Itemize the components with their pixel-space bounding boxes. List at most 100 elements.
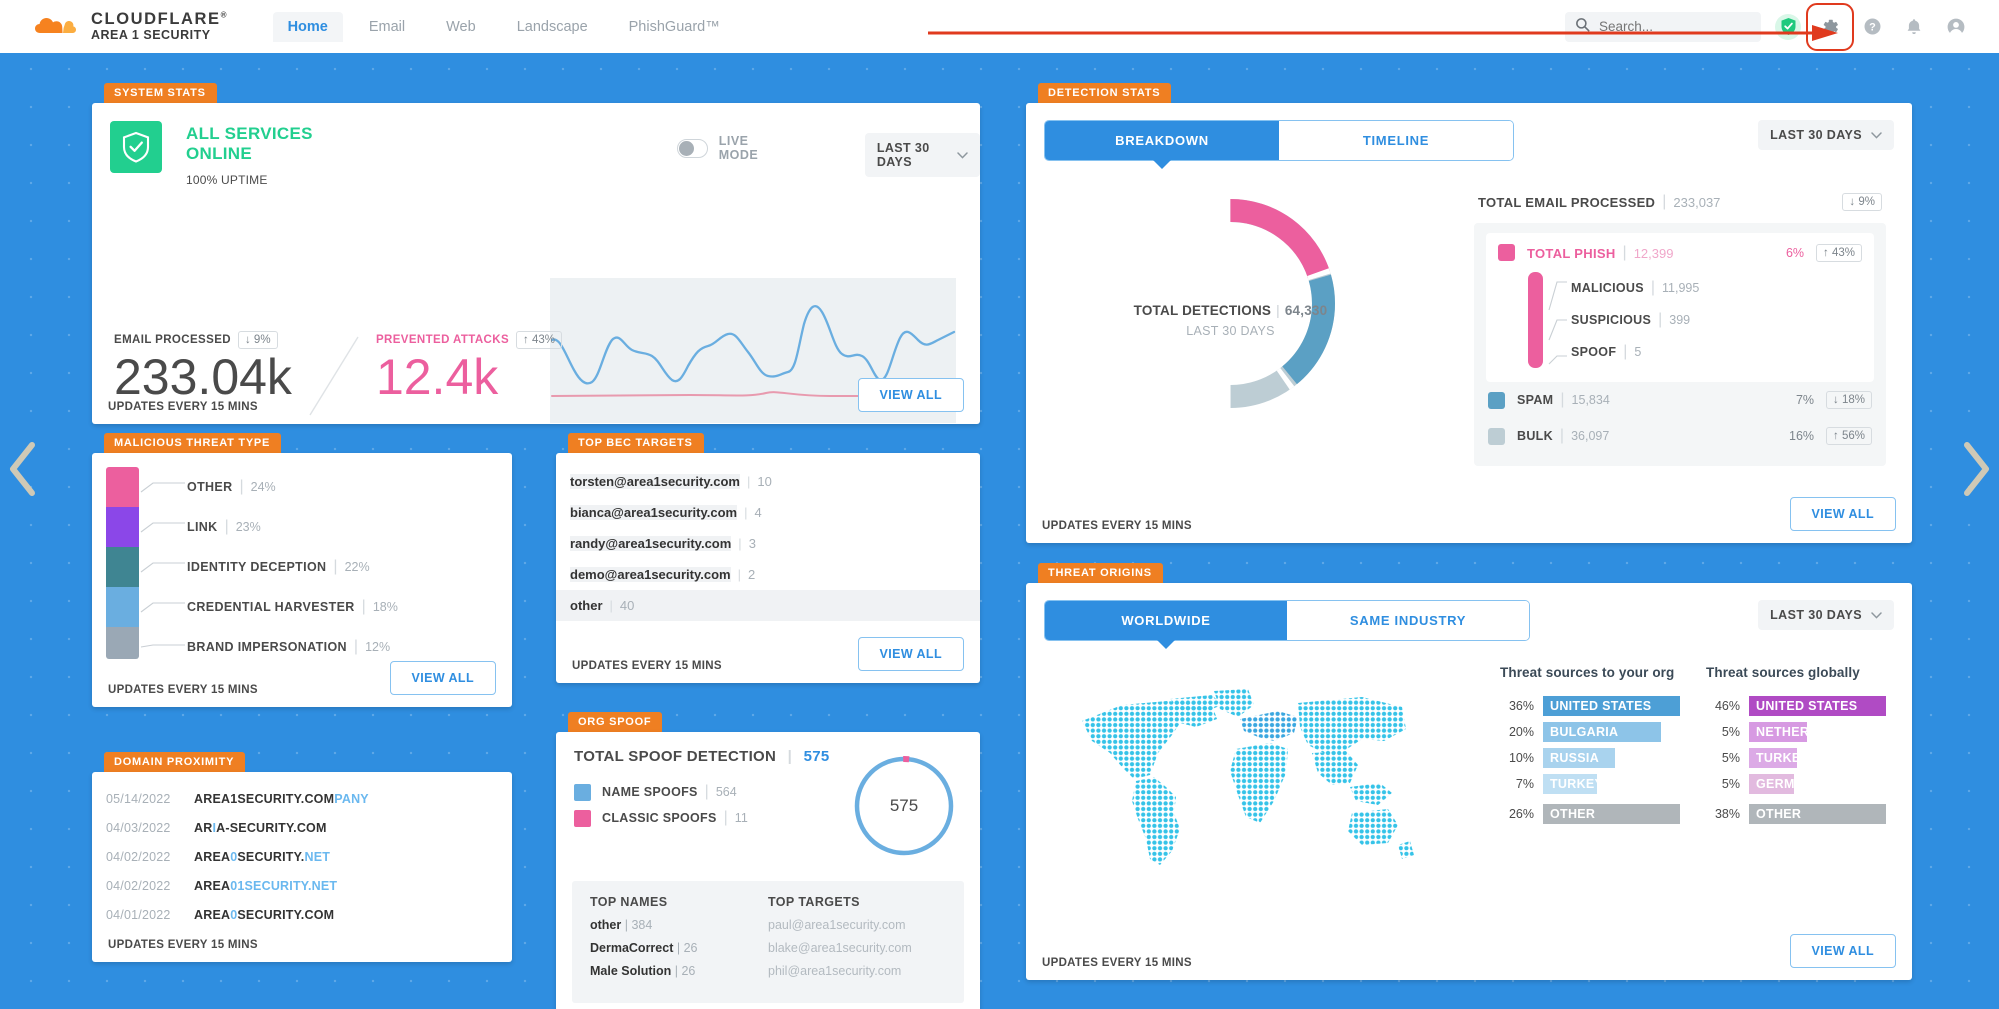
prevented-attacks-header: PREVENTED ATTACKS ↑ 43%: [376, 331, 562, 349]
domain-highlight: 0: [230, 907, 238, 922]
leader-line: [139, 555, 187, 580]
threat-type-label-other: OTHER: [187, 480, 233, 494]
bec-row[interactable]: other | 40: [556, 590, 980, 621]
system-stats-date-range[interactable]: LAST 30 DAYS: [864, 133, 980, 177]
top-target-row: blake@area1security.com: [768, 941, 912, 955]
detection-stats-date-range-label: LAST 30 DAYS: [1770, 128, 1862, 142]
carousel-prev-arrow[interactable]: [6, 440, 40, 503]
swatch-credential-harvester: [106, 587, 139, 627]
org-pct-3: 7%: [1515, 777, 1534, 791]
org-spoof-tab-label: ORG SPOOF: [568, 712, 663, 732]
tab-same-industry[interactable]: SAME INDUSTRY: [1287, 601, 1529, 640]
domain-rows: 05/14/2022 AREA1SECURITY.COMPANY 04/03/2…: [92, 772, 512, 929]
threat-origins-tabs: WORLDWIDE SAME INDUSTRY: [1044, 600, 1530, 641]
live-mode-toggle[interactable]: [677, 138, 708, 158]
threat-origins-date-range[interactable]: LAST 30 DAYS: [1758, 600, 1894, 630]
domain-row[interactable]: 04/02/2022 AREA01SECURITY.NET: [92, 871, 512, 900]
bec-row[interactable]: torsten@area1security.com | 10: [556, 466, 980, 497]
service-status-title: ALL SERVICES ONLINE: [186, 124, 313, 163]
top-bec-view-all-button[interactable]: VIEW ALL: [857, 637, 964, 671]
top-bec-updates: UPDATES EVERY 15 MINS: [572, 660, 722, 672]
separator: |: [737, 567, 741, 582]
nav-item-phishguard[interactable]: PhishGuard™: [628, 18, 720, 35]
cloudflare-logo[interactable]: CLOUDFLARE® AREA 1 SECURITY: [26, 9, 227, 42]
swatch-identity-deception: [106, 547, 139, 587]
brand-name: CLOUDFLARE: [91, 9, 221, 28]
spam-label: SPAM: [1517, 393, 1554, 407]
search-input[interactable]: [1599, 19, 1739, 34]
detection-donut-chart: [1118, 191, 1343, 421]
global-pct-3: 5%: [1721, 777, 1740, 791]
prevented-attacks-label: PREVENTED ATTACKS: [375, 334, 510, 346]
phish-subtype-list: MALICIOUS | 11,995 SUSPICIOUS | 399: [1571, 272, 1862, 368]
separator: |: [704, 783, 709, 800]
bec-row[interactable]: randy@area1security.com | 3: [556, 528, 980, 559]
detection-donut-title: TOTAL DETECTIONS | 64,330: [1133, 303, 1328, 318]
system-stats-date-range-label: LAST 30 DAYS: [876, 141, 930, 169]
threat-origin-bar-row: 26% OTHER: [1500, 801, 1680, 827]
separator: |: [1650, 279, 1655, 296]
total-phish-block: TOTAL PHISH | 12,399 6% ↑ 43%: [1486, 233, 1874, 382]
account-icon[interactable]: [1941, 12, 1971, 42]
bec-count: 3: [748, 536, 756, 551]
bell-icon[interactable]: [1899, 12, 1929, 42]
system-stats-body: ALL SERVICES ONLINE 100% UPTIME LIVE MOD…: [92, 103, 980, 424]
bec-row[interactable]: demo@area1security.com | 2: [556, 559, 980, 590]
malicious-threat-view-all-button[interactable]: VIEW ALL: [389, 661, 496, 695]
global-pct-4: 38%: [1714, 807, 1740, 821]
domain-date: 04/03/2022: [106, 820, 171, 835]
service-status-text: ALL SERVICES ONLINE 100% UPTIME: [186, 121, 347, 187]
domain-date: 05/14/2022: [106, 791, 171, 806]
detection-stats-tab-label: DETECTION STATS: [1038, 83, 1172, 103]
domain-proximity-updates: UPDATES EVERY 15 MINS: [108, 939, 258, 951]
svg-text:?: ?: [1869, 22, 1876, 34]
email-processed-delta: ↓ 9%: [237, 331, 278, 349]
search-box[interactable]: [1565, 11, 1761, 42]
separator: |: [746, 474, 751, 489]
detection-donut-subtitle: LAST 30 DAYS: [1186, 324, 1275, 338]
org-spoof-panel: ORG SPOOF TOTAL SPOOF DETECTION | 575 NA…: [556, 712, 980, 1009]
help-icon[interactable]: ?: [1857, 12, 1887, 42]
domain-row[interactable]: 05/14/2022 AREA1SECURITY.COMPANY: [92, 784, 512, 813]
separator: |: [609, 598, 613, 613]
tab-worldwide[interactable]: WORLDWIDE: [1045, 601, 1287, 640]
service-uptime: 100% UPTIME: [186, 173, 268, 187]
domain-row[interactable]: 04/01/2022 AREA0SECURITY.COM: [92, 900, 512, 929]
system-stats-panel: SYSTEM STATS ALL SERVICES ONLINE 100% UP…: [92, 83, 980, 424]
top-names-column: TOP NAMES other | 384 DermaCorrect | 26 …: [590, 895, 768, 987]
top-bec-tab-label: TOP BEC TARGETS: [568, 433, 704, 453]
domain-prefix: AREA: [194, 849, 231, 864]
nav-item-web[interactable]: Web: [446, 18, 476, 35]
org-spoof-ring-chart: [852, 754, 956, 863]
phish-subtype-row: SPOOF | 5: [1571, 336, 1862, 368]
nav-item-email[interactable]: Email: [368, 18, 406, 35]
malicious-threat-type-panel: MALICIOUS THREAT TYPE OTHER | 24% LINK |…: [92, 433, 512, 707]
nav-item-landscape[interactable]: Landscape: [516, 18, 588, 35]
total-email-processed-delta: ↓ 9%: [1842, 193, 1882, 211]
bulk-row: BULK | 36,097 16% ↑ 56%: [1486, 418, 1874, 454]
tab-timeline[interactable]: TIMELINE: [1279, 121, 1513, 160]
domain-row[interactable]: 04/02/2022 AREA0SECURITY.NET: [92, 842, 512, 871]
total-email-processed-row: TOTAL EMAIL PROCESSED | 233,037 ↓ 9%: [1474, 188, 1886, 223]
bec-row[interactable]: bianca@area1security.com | 4: [556, 497, 980, 528]
domain-name: AREA0SECURITY.COM: [194, 908, 334, 922]
top-bec-body: torsten@area1security.com | 10 bianca@ar…: [556, 453, 980, 683]
threat-origin-bar-row: 5% GERMANY: [1706, 771, 1886, 797]
threat-type-pct-credential-harvester: 18%: [372, 600, 398, 614]
system-stats-view-all-button[interactable]: VIEW ALL: [857, 378, 964, 412]
total-email-processed-value: 233,037: [1673, 194, 1721, 210]
chevron-down-icon: [1871, 608, 1882, 622]
detection-stats-date-range[interactable]: LAST 30 DAYS: [1758, 120, 1894, 150]
nav-item-home[interactable]: Home: [272, 11, 343, 42]
domain-row[interactable]: 04/03/2022 ARIA-SECURITY.COM: [92, 813, 512, 842]
org-bar-0: UNITED STATES: [1543, 696, 1680, 716]
threat-origins-view-all-button[interactable]: VIEW ALL: [1789, 934, 1896, 968]
top-target-row: paul@area1security.com: [768, 918, 906, 932]
tab-breakdown[interactable]: BREAKDOWN: [1045, 121, 1279, 160]
carousel-next-arrow[interactable]: [1959, 440, 1993, 503]
top-name-count: 26: [683, 941, 698, 955]
shield-check-badge[interactable]: [1775, 13, 1801, 40]
cloudflare-cloud-icon: [26, 12, 82, 42]
detection-stats-view-all-button[interactable]: VIEW ALL: [1789, 497, 1896, 531]
threat-origins-updates: UPDATES EVERY 15 MINS: [1042, 957, 1192, 969]
